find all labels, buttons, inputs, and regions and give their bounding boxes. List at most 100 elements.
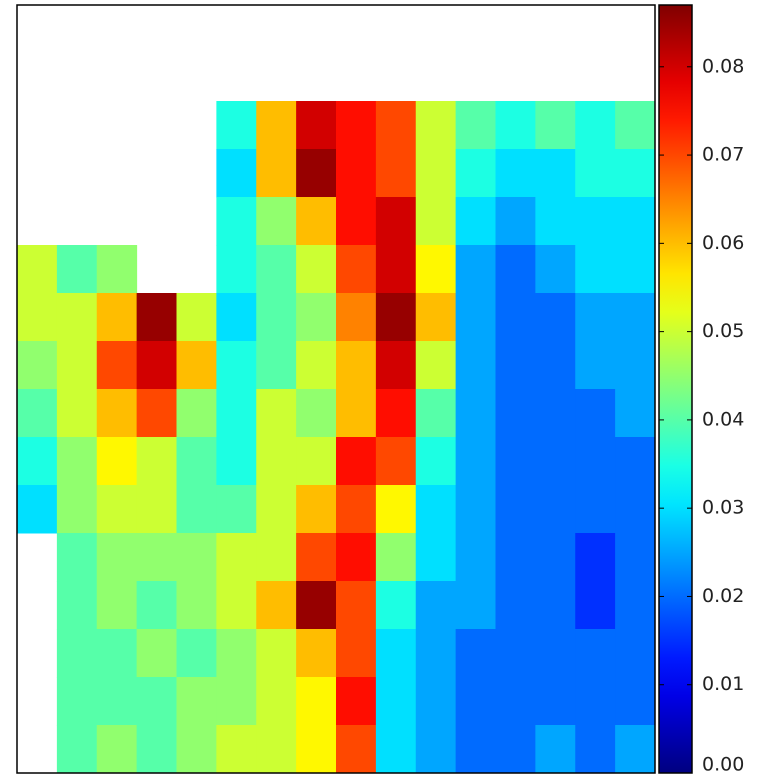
heatmap-cell [176, 677, 217, 726]
heatmap-cell [256, 101, 297, 150]
heatmap-cell [96, 629, 138, 678]
heatmap-cell [415, 341, 457, 390]
heatmap-cell [136, 677, 177, 726]
heatmap-cell [375, 437, 417, 486]
colorbar-tick-label: 0.06 [702, 232, 744, 254]
heatmap-cell [136, 437, 177, 486]
heatmap-cell [415, 293, 457, 342]
heatmap-cell [615, 485, 656, 534]
heatmap-cell [336, 437, 377, 486]
heatmap-cell [336, 389, 377, 438]
heatmap-cell [216, 197, 257, 246]
heatmap-cell [296, 341, 337, 390]
heatmap-cell [495, 389, 536, 438]
heatmap-cell [495, 293, 536, 342]
heatmap-cell [495, 149, 536, 198]
heatmap-cell [56, 389, 98, 438]
colorbar-tick-label: 0.02 [702, 585, 744, 607]
heatmap-cell [375, 485, 417, 534]
heatmap-cell [136, 485, 177, 534]
heatmap-cell [96, 341, 138, 390]
heatmap-cell [96, 437, 138, 486]
heatmap-cell [415, 197, 457, 246]
heatmap-cell [415, 485, 457, 534]
heatmap-cell [296, 149, 337, 198]
heatmap-cell [56, 437, 98, 486]
heatmap-cell [336, 581, 377, 630]
heatmap-cell [216, 341, 257, 390]
heatmap-cell [375, 149, 417, 198]
heatmap-cell [575, 485, 616, 534]
heatmap-cell [495, 533, 536, 582]
heatmap-cell [535, 437, 576, 486]
heatmap-cell [56, 341, 98, 390]
heatmap-cell [415, 437, 457, 486]
heatmap-cell [495, 485, 536, 534]
heatmap-cell [535, 677, 576, 726]
heatmap-cell [535, 725, 576, 774]
heatmap-cell [375, 293, 417, 342]
heatmap-cell [256, 533, 297, 582]
heatmap-cell [575, 677, 616, 726]
heatmap-cell [296, 581, 337, 630]
heatmap-cell [615, 725, 656, 774]
heatmap-cell [256, 677, 297, 726]
heatmap-cell [495, 437, 536, 486]
heatmap-cell [96, 245, 138, 294]
heatmap-cell [17, 245, 58, 294]
heatmap-cell [96, 485, 138, 534]
heatmap-cell [256, 389, 297, 438]
heatmap-cell [455, 101, 496, 150]
heatmap-cell [336, 245, 377, 294]
heatmap-cell [96, 533, 138, 582]
heatmap-cell [455, 149, 496, 198]
heatmap-cell [455, 677, 496, 726]
heatmap-cell [615, 581, 656, 630]
heatmap-cell [535, 149, 576, 198]
heatmap-cell [415, 149, 457, 198]
heatmap-cell [256, 245, 297, 294]
heatmap-cell [136, 341, 177, 390]
heatmap-cell [216, 101, 257, 150]
heatmap-cell [615, 437, 656, 486]
heatmap-cell [575, 581, 616, 630]
heatmap-cell [136, 725, 177, 774]
heatmap-cell [575, 437, 616, 486]
heatmap-cell [535, 533, 576, 582]
heatmap-cell [375, 245, 417, 294]
heatmap-cell [415, 677, 457, 726]
heatmap-cell [176, 293, 217, 342]
heatmap-cell [535, 293, 576, 342]
heatmap-cell [535, 197, 576, 246]
heatmap-cell [256, 149, 297, 198]
heatmap-cell [615, 629, 656, 678]
heatmap-cell [535, 629, 576, 678]
heatmap-cell [216, 389, 257, 438]
heatmap-cell [375, 677, 417, 726]
heatmap-cell [415, 725, 457, 774]
heatmap-cell [375, 101, 417, 150]
heatmap-cell [176, 581, 217, 630]
heatmap-cell [575, 101, 616, 150]
heatmap-cell [176, 533, 217, 582]
heatmap-cell [56, 581, 98, 630]
heatmap-cell [415, 101, 457, 150]
heatmap-cell [256, 725, 297, 774]
heatmap-cell [17, 341, 58, 390]
heatmap-cell [256, 629, 297, 678]
heatmap-cell [256, 341, 297, 390]
heatmap-cell [495, 677, 536, 726]
heatmap-cell [575, 149, 616, 198]
heatmap-cell [136, 389, 177, 438]
colorbar-tick-label: 0.04 [702, 408, 744, 430]
heatmap-cell [296, 485, 337, 534]
heatmap-cell [615, 197, 656, 246]
heatmap-cell [615, 389, 656, 438]
heatmap-cell [495, 725, 536, 774]
heatmap-cell [375, 197, 417, 246]
heatmap-cell [17, 437, 58, 486]
heatmap-cell [336, 341, 377, 390]
heatmap-cell [56, 293, 98, 342]
heatmap-cell [176, 485, 217, 534]
heatmap-cell [17, 293, 58, 342]
